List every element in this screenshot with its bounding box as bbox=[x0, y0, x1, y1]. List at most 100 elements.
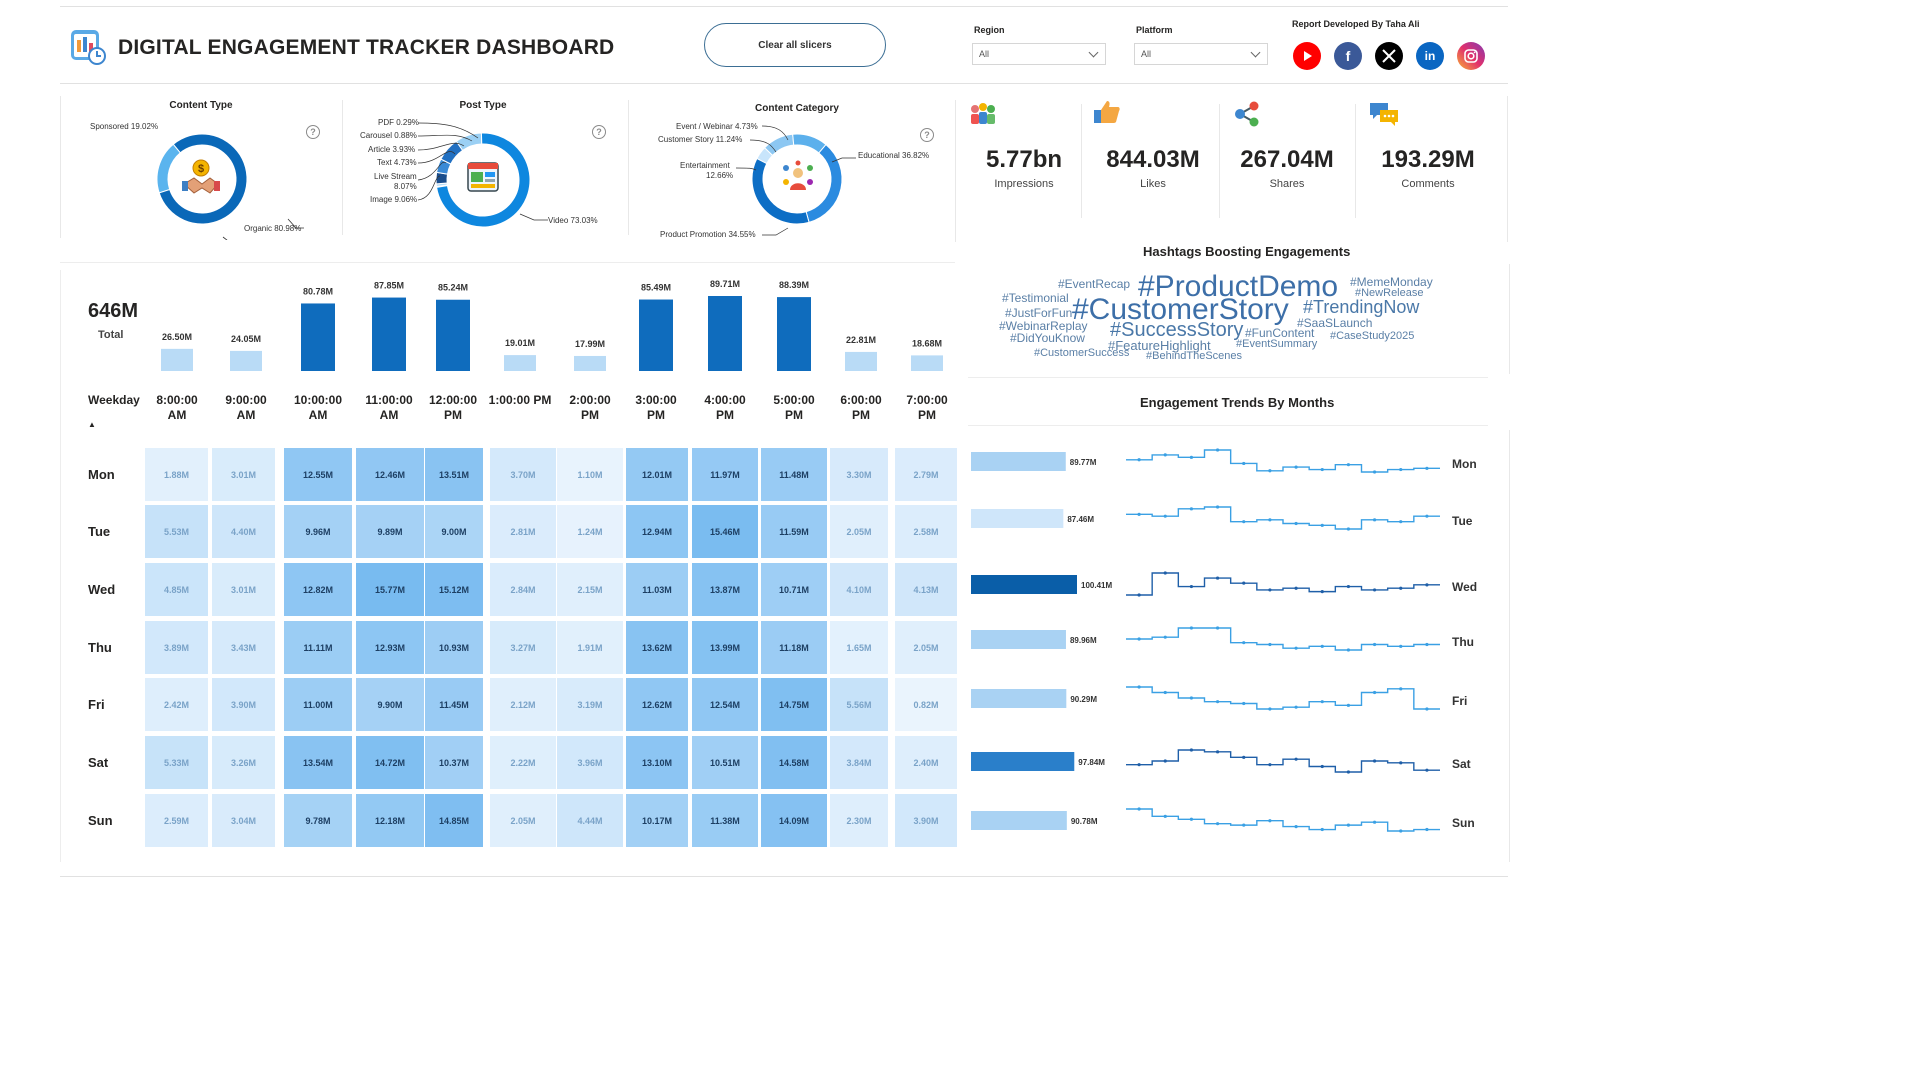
youtube-icon[interactable] bbox=[1293, 42, 1321, 70]
heatmap-cell[interactable]: 2.12M bbox=[490, 678, 556, 731]
heatmap-cell[interactable]: 9.89M bbox=[356, 505, 424, 558]
linkedin-icon[interactable]: in bbox=[1416, 42, 1444, 70]
heatmap-cell[interactable]: 0.82M bbox=[895, 678, 957, 731]
heatmap-cell[interactable]: 11.48M bbox=[761, 448, 827, 501]
heatmap-cell[interactable]: 12.54M bbox=[692, 678, 758, 731]
donut-slice[interactable] bbox=[158, 133, 248, 225]
hashtag[interactable]: #NewRelease bbox=[1355, 287, 1424, 299]
heatmap-cell[interactable]: 2.84M bbox=[490, 563, 556, 616]
heatmap-cell[interactable]: 3.43M bbox=[212, 621, 275, 674]
hour-bar[interactable] bbox=[372, 297, 406, 371]
heatmap-cell[interactable]: 3.01M bbox=[212, 448, 275, 501]
heatmap-cell[interactable]: 14.58M bbox=[761, 736, 827, 789]
trend-sparkline[interactable] bbox=[1126, 749, 1440, 773]
donut-slice[interactable] bbox=[751, 157, 810, 225]
heatmap-cell[interactable]: 4.13M bbox=[895, 563, 957, 616]
heatmap-cell[interactable]: 4.40M bbox=[212, 505, 275, 558]
heatmap-cell[interactable]: 11.03M bbox=[626, 563, 688, 616]
heatmap-cell[interactable]: 3.01M bbox=[212, 563, 275, 616]
hour-bar[interactable] bbox=[504, 355, 536, 371]
heatmap-cell[interactable]: 3.26M bbox=[212, 736, 275, 789]
clear-slicers-button[interactable]: Clear all slicers bbox=[704, 23, 886, 67]
hashtag[interactable]: #BehindTheScenes bbox=[1146, 350, 1243, 362]
trend-sparkline[interactable] bbox=[1126, 627, 1440, 651]
hour-bar[interactable] bbox=[301, 303, 335, 371]
heatmap-cell[interactable]: 4.44M bbox=[557, 794, 623, 847]
heatmap-cell[interactable]: 2.22M bbox=[490, 736, 556, 789]
trend-sparkline[interactable] bbox=[1126, 572, 1440, 596]
trend-bar[interactable] bbox=[971, 630, 1066, 649]
hashtag[interactable]: #EventRecap bbox=[1058, 277, 1131, 291]
hashtag[interactable]: #MemeMonday bbox=[1350, 275, 1433, 289]
trend-bar[interactable] bbox=[971, 509, 1064, 528]
heatmap-cell[interactable]: 10.51M bbox=[692, 736, 758, 789]
hour-bar[interactable] bbox=[436, 299, 470, 371]
region-dropdown[interactable]: All bbox=[972, 43, 1106, 65]
heatmap-cell[interactable]: 14.09M bbox=[761, 794, 827, 847]
heatmap-cell[interactable]: 10.37M bbox=[425, 736, 483, 789]
trend-bar[interactable] bbox=[971, 689, 1067, 708]
hashtag[interactable]: #CustomerSuccess bbox=[1034, 347, 1130, 359]
heatmap-cell[interactable]: 9.96M bbox=[284, 505, 352, 558]
heatmap-cell[interactable]: 14.72M bbox=[356, 736, 424, 789]
heatmap-cell[interactable]: 1.65M bbox=[830, 621, 888, 674]
hashtag[interactable]: #ProductDemo bbox=[1138, 270, 1339, 303]
heatmap-cell[interactable]: 12.18M bbox=[356, 794, 424, 847]
heatmap-cell[interactable]: 12.01M bbox=[626, 448, 688, 501]
heatmap-cell[interactable]: 10.71M bbox=[761, 563, 827, 616]
heatmap-cell[interactable]: 3.30M bbox=[830, 448, 888, 501]
heatmap-cell[interactable]: 2.79M bbox=[895, 448, 957, 501]
trend-sparkline[interactable] bbox=[1126, 686, 1440, 710]
hour-bar[interactable] bbox=[845, 351, 877, 371]
help-icon[interactable]: ? bbox=[920, 128, 934, 142]
hashtag[interactable]: #TrendingNow bbox=[1303, 297, 1420, 317]
heatmap-cell[interactable]: 10.93M bbox=[425, 621, 483, 674]
heatmap-cell[interactable]: 15.77M bbox=[356, 563, 424, 616]
heatmap-cell[interactable]: 12.82M bbox=[284, 563, 352, 616]
heatmap-cell[interactable]: 11.11M bbox=[284, 621, 352, 674]
heatmap-cell[interactable]: 3.04M bbox=[212, 794, 275, 847]
hour-bar[interactable] bbox=[161, 348, 193, 371]
heatmap-cell[interactable]: 3.70M bbox=[490, 448, 556, 501]
facebook-icon[interactable]: f bbox=[1334, 42, 1362, 70]
trend-bar[interactable] bbox=[971, 575, 1077, 594]
heatmap-cell[interactable]: 12.46M bbox=[356, 448, 424, 501]
heatmap-cell[interactable]: 2.40M bbox=[895, 736, 957, 789]
heatmap-cell[interactable]: 2.15M bbox=[557, 563, 623, 616]
heatmap-cell[interactable]: 14.85M bbox=[425, 794, 483, 847]
hashtag[interactable]: #CaseStudy2025 bbox=[1330, 330, 1415, 342]
hashtag[interactable]: #WebinarReplay bbox=[999, 319, 1088, 333]
heatmap-cell[interactable]: 3.96M bbox=[557, 736, 623, 789]
heatmap-cell[interactable]: 1.10M bbox=[557, 448, 623, 501]
heatmap-cell[interactable]: 10.17M bbox=[626, 794, 688, 847]
sort-ascending-icon[interactable]: ▲ bbox=[88, 420, 96, 429]
heatmap-cell[interactable]: 3.90M bbox=[895, 794, 957, 847]
heatmap-cell[interactable]: 9.78M bbox=[284, 794, 352, 847]
heatmap-cell[interactable]: 3.27M bbox=[490, 621, 556, 674]
heatmap-cell[interactable]: 3.84M bbox=[830, 736, 888, 789]
hour-bar[interactable] bbox=[777, 297, 811, 371]
platform-dropdown[interactable]: All bbox=[1134, 43, 1268, 65]
heatmap-cell[interactable]: 11.00M bbox=[284, 678, 352, 731]
heatmap-cell[interactable]: 3.89M bbox=[145, 621, 208, 674]
heatmap-cell[interactable]: 2.05M bbox=[830, 505, 888, 558]
heatmap-cell[interactable]: 1.24M bbox=[557, 505, 623, 558]
hour-bar[interactable] bbox=[230, 350, 262, 371]
heatmap-cell[interactable]: 3.90M bbox=[212, 678, 275, 731]
heatmap-cell[interactable]: 2.05M bbox=[895, 621, 957, 674]
heatmap-cell[interactable]: 2.59M bbox=[145, 794, 208, 847]
heatmap-cell[interactable]: 12.94M bbox=[626, 505, 688, 558]
heatmap-cell[interactable]: 2.42M bbox=[145, 678, 208, 731]
heatmap-cell[interactable]: 4.85M bbox=[145, 563, 208, 616]
trend-sparkline[interactable] bbox=[1126, 506, 1440, 530]
trend-sparkline[interactable] bbox=[1126, 808, 1440, 832]
hour-bar[interactable] bbox=[639, 299, 673, 371]
heatmap-cell[interactable]: 2.30M bbox=[830, 794, 888, 847]
hashtag[interactable]: #SuccessStory bbox=[1110, 319, 1244, 341]
heatmap-cell[interactable]: 13.54M bbox=[284, 736, 352, 789]
heatmap-cell[interactable]: 5.33M bbox=[145, 736, 208, 789]
heatmap-cell[interactable]: 11.97M bbox=[692, 448, 758, 501]
hashtag[interactable]: #Testimonial bbox=[1002, 291, 1069, 305]
help-icon[interactable]: ? bbox=[306, 125, 320, 139]
heatmap-cell[interactable]: 11.38M bbox=[692, 794, 758, 847]
